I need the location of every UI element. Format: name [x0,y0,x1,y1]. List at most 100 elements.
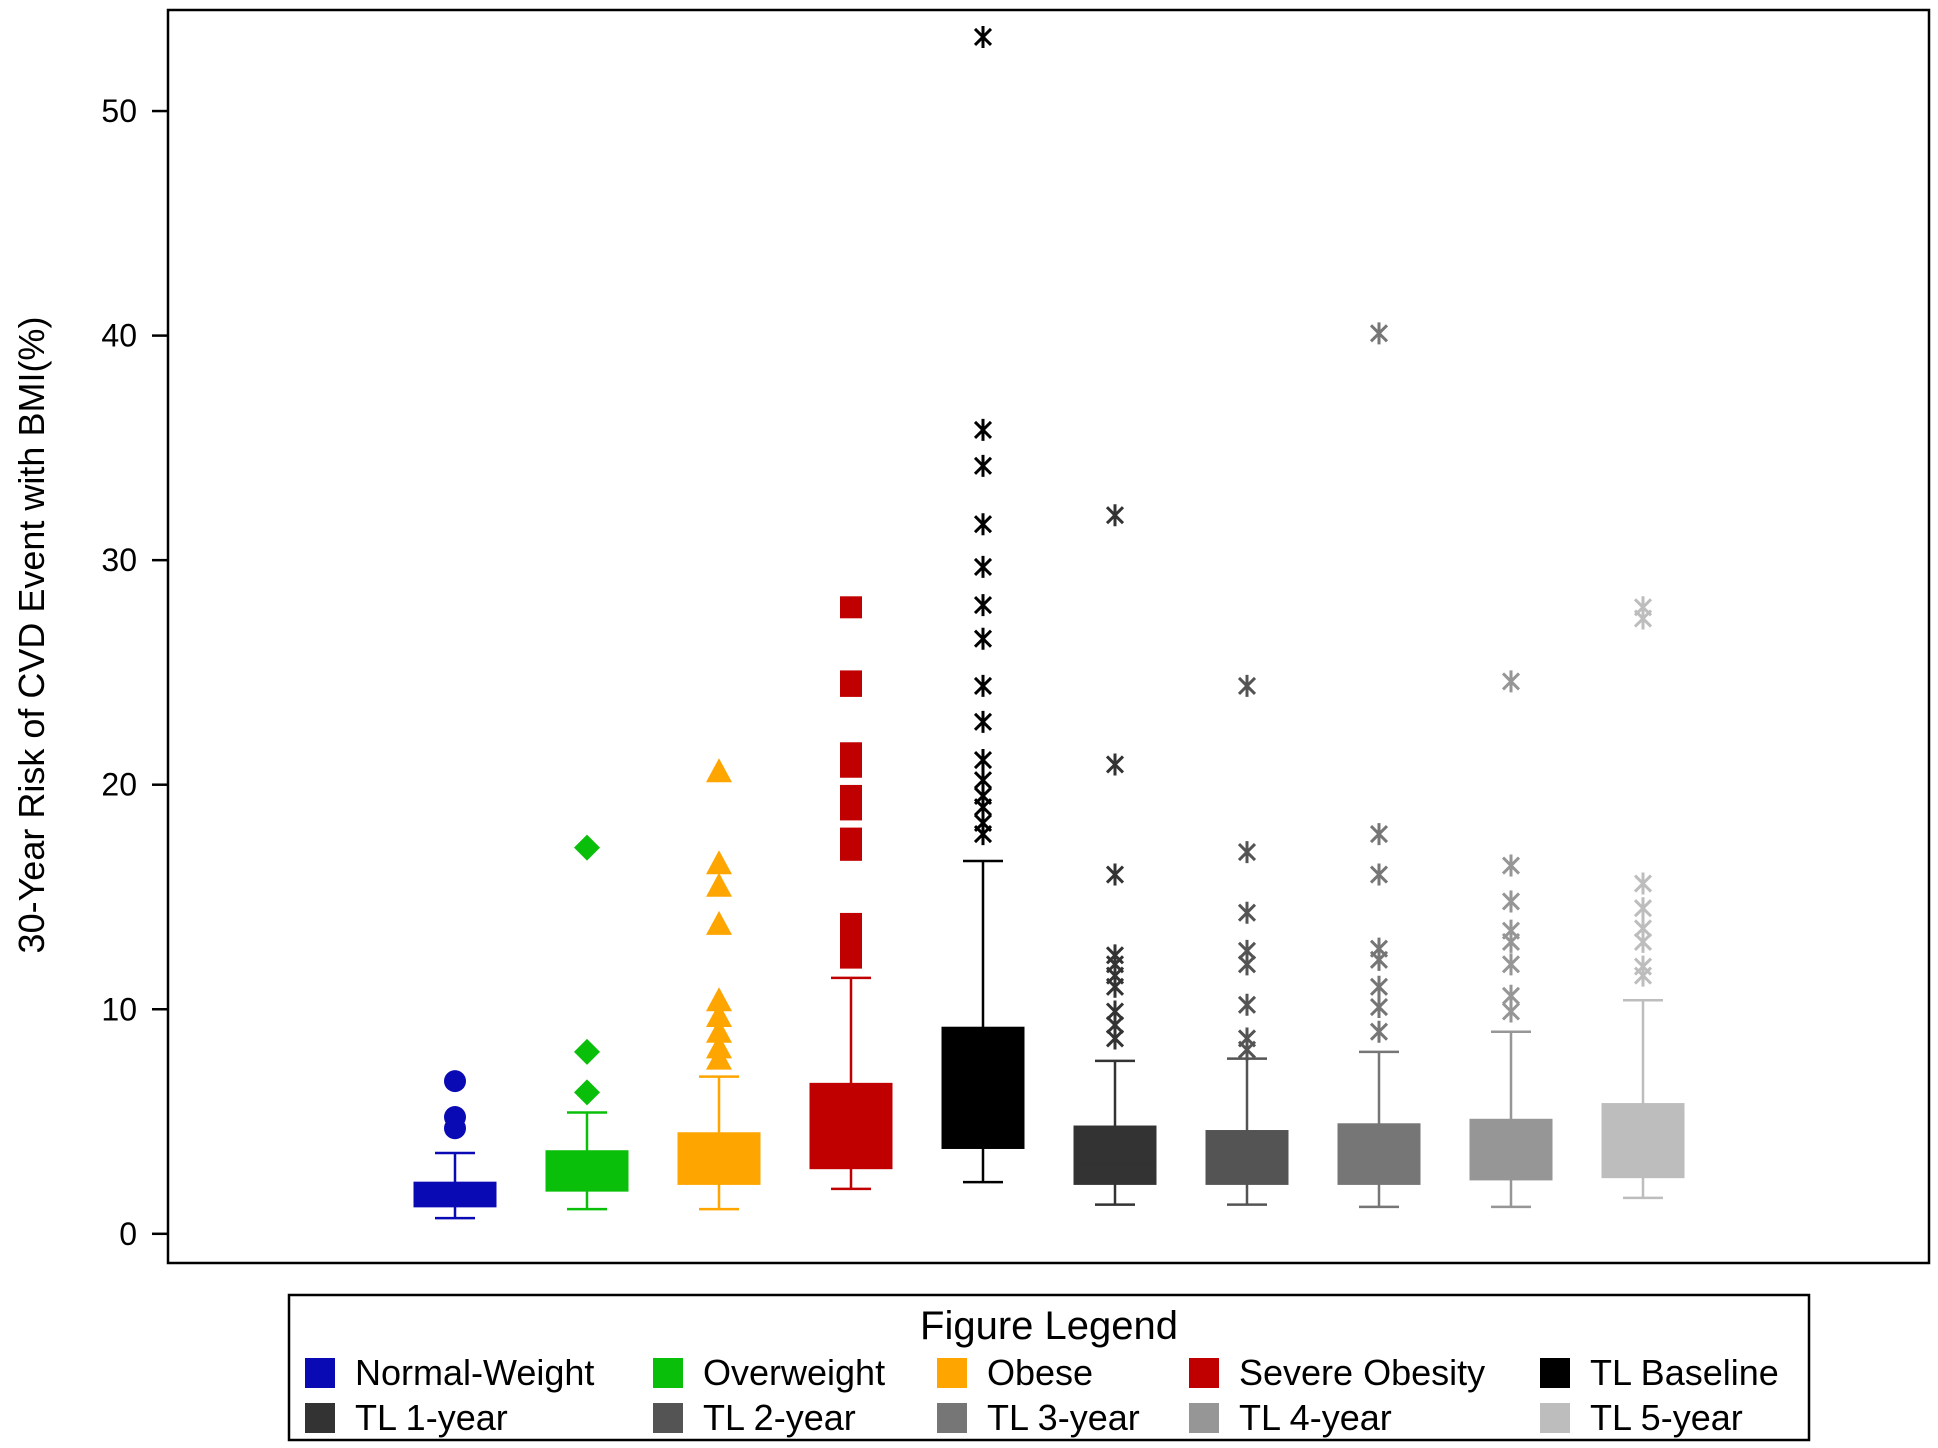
outlier-point [574,1079,600,1106]
outlier-point [1369,975,1389,998]
outlier-point [706,1018,732,1043]
outlier-point [973,674,993,697]
legend-swatch [937,1403,967,1433]
outlier-point [1105,1000,1125,1023]
legend-label: Severe Obesity [1239,1352,1485,1393]
box-series-group [413,25,1685,1220]
box-tl-1-year [1073,504,1157,1206]
outlier-point [1369,937,1389,960]
legend-item: TL Baseline [1540,1352,1779,1393]
outlier-point [706,850,732,875]
outlier-point [1369,322,1389,345]
y-tick-label: 30 [101,542,137,578]
outlier-point [840,784,862,807]
outlier-point [574,1038,600,1065]
outlier-point [1501,854,1521,877]
outlier-point [973,627,993,650]
legend-item: TL 4-year [1189,1397,1392,1438]
outlier-point [1501,919,1521,942]
legend-swatch [1189,1358,1219,1388]
outlier-point [1369,823,1389,846]
box-iqr [1073,1125,1157,1185]
outlier-point [840,742,862,765]
outlier-point [840,912,862,935]
legend-swatch [1540,1358,1570,1388]
outlier-point [1501,890,1521,913]
box-iqr [1337,1123,1421,1185]
outlier-point [973,710,993,733]
y-tick-label: 0 [119,1216,137,1252]
legend-item: TL 5-year [1540,1397,1743,1438]
box-iqr [1205,1130,1289,1185]
outlier-point [973,769,993,792]
y-tick-label: 10 [101,991,137,1027]
y-tick-label: 20 [101,767,137,803]
box-tl-5-year [1601,596,1685,1200]
outlier-point [1633,872,1653,895]
legend-label: Overweight [703,1352,885,1393]
outlier-point [1237,1027,1257,1050]
outlier-point [706,910,732,935]
outlier-point [973,555,993,578]
outlier-point [973,454,993,477]
outlier-point [1633,917,1653,940]
outlier-point [1105,944,1125,967]
box-iqr [545,1150,629,1192]
box-normal-weight [413,1070,497,1220]
legend-swatch [1189,1403,1219,1433]
outlier-point [1501,984,1521,1007]
outlier-point [706,872,732,897]
outlier-point [1105,753,1125,776]
box-tl-2-year [1205,674,1289,1206]
outlier-point [840,596,862,619]
legend-item: Normal-Weight [305,1352,594,1393]
legend-label: TL 2-year [703,1397,856,1438]
outlier-point [1633,897,1653,920]
box-tl-3-year [1337,322,1421,1209]
legend-label: TL 5-year [1590,1397,1743,1438]
outlier-point [1105,863,1125,886]
box-overweight [545,834,629,1211]
outlier-point [973,749,993,772]
outlier-point [706,1002,732,1027]
outlier-point [1633,596,1653,619]
legend: Normal-Weight Overweight Obese Severe Obesi… [305,1352,1779,1438]
legend-label: TL Baseline [1590,1352,1779,1393]
outlier-point [973,418,993,441]
legend-swatch [653,1358,683,1388]
legend-swatch [937,1358,967,1388]
outlier-point [1237,674,1257,697]
outlier-point [1501,670,1521,693]
box-tl-baseline [941,25,1025,1184]
legend-swatch [305,1403,335,1433]
outlier-point [1369,1020,1389,1043]
box-iqr [809,1082,893,1170]
box-obese [677,758,761,1211]
legend-item: Severe Obesity [1189,1352,1485,1393]
legend-title: Figure Legend [920,1304,1178,1348]
outlier-point [1369,996,1389,1019]
outlier-point [1237,939,1257,962]
outlier-point [706,987,732,1012]
legend-swatch [1540,1403,1570,1433]
box-iqr [1601,1103,1685,1179]
legend-swatch [653,1403,683,1433]
outlier-point [1105,504,1125,527]
box-severe-obesity [809,596,893,1191]
plot-frame [166,8,1931,1265]
outlier-point [706,758,732,783]
legend-label: Normal-Weight [355,1352,594,1393]
outlier-point [574,834,600,861]
outlier-point [973,513,993,536]
legend-swatch [305,1358,335,1388]
legend-label: TL 4-year [1239,1397,1392,1438]
outlier-point [1369,863,1389,886]
legend-item: TL 1-year [305,1397,508,1438]
legend-item: Overweight [653,1352,885,1393]
y-axis-label: 30-Year Risk of CVD Event with BMI(%) [11,317,52,954]
outlier-point [840,670,862,693]
outlier-point [1237,993,1257,1016]
outlier-point [1237,841,1257,864]
box-iqr [941,1026,1025,1149]
